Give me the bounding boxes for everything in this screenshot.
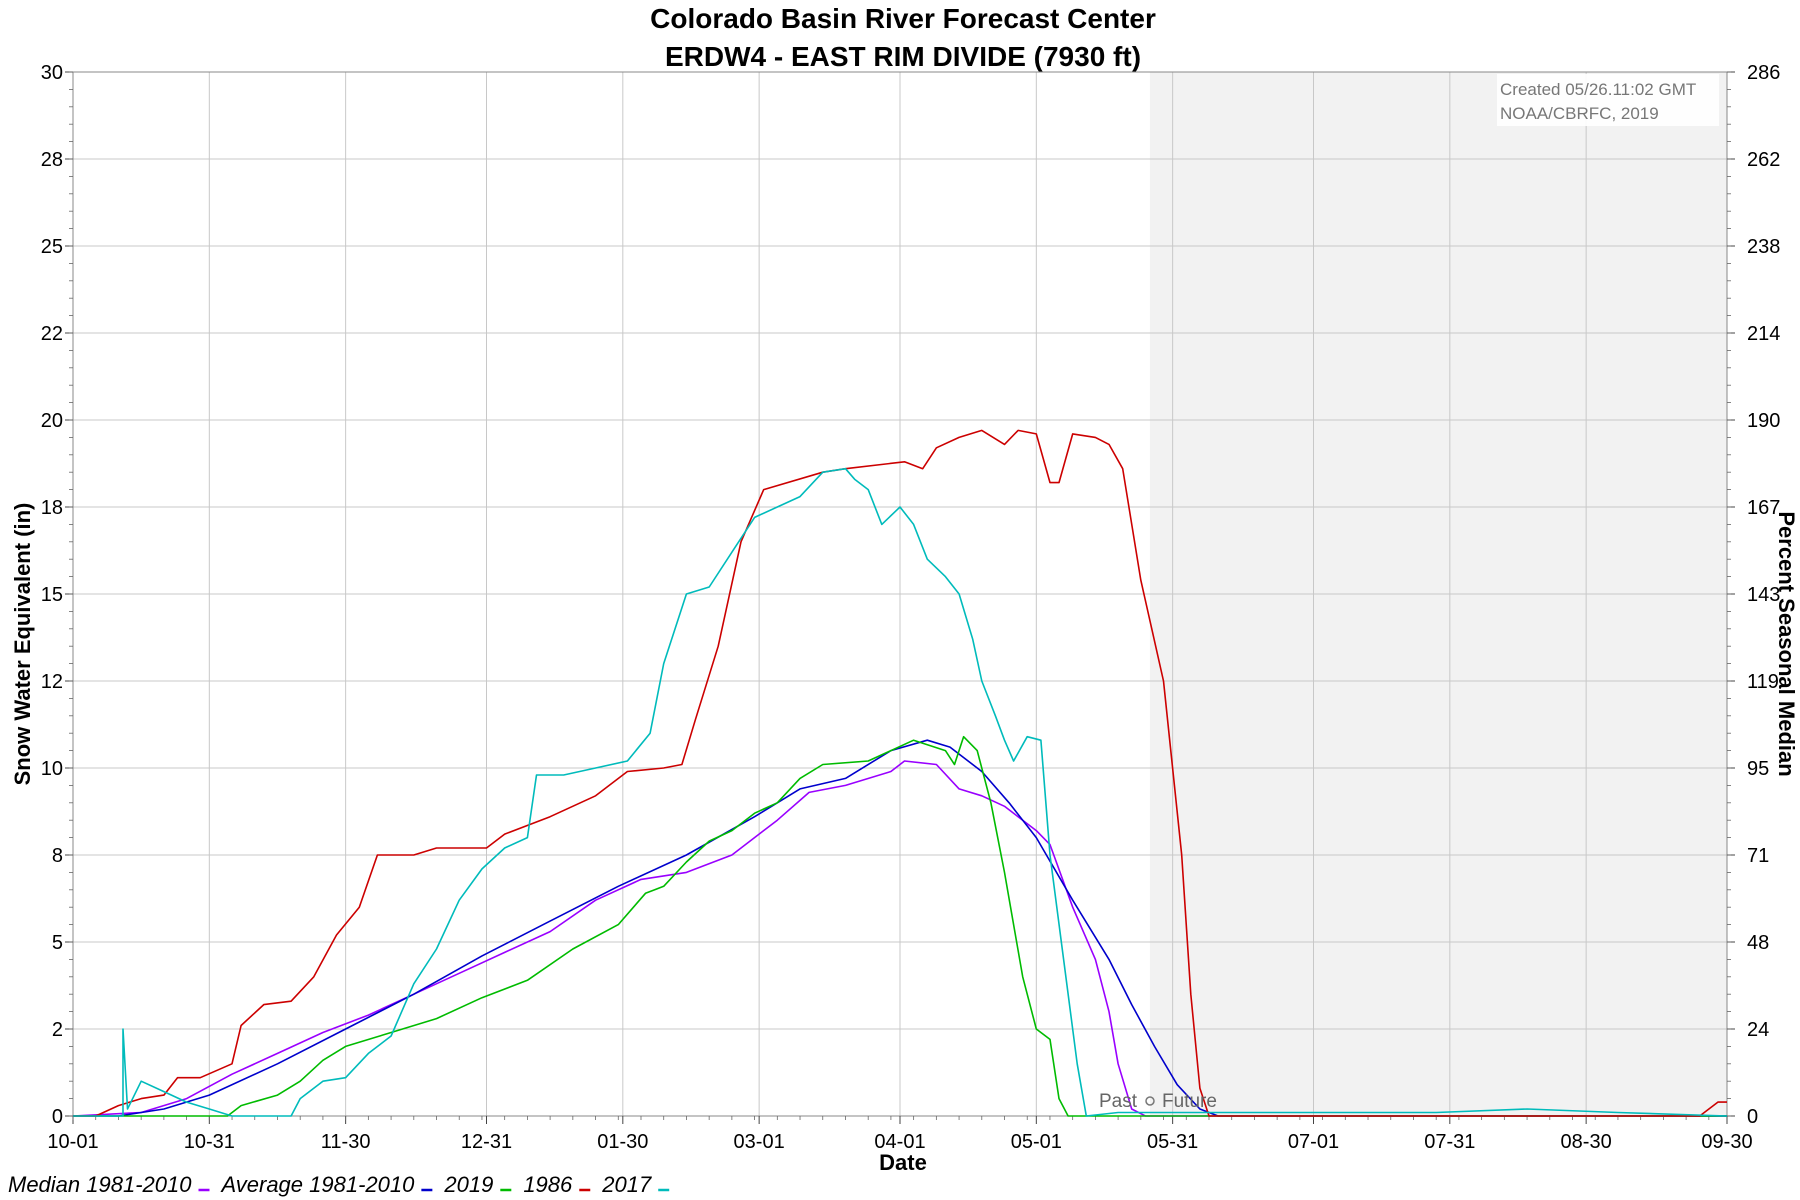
- y2-tick-label: 119: [1747, 671, 1779, 693]
- y-tick-label: 18: [41, 497, 63, 519]
- x-tick-label: 05-31: [1147, 1131, 1198, 1153]
- series-line-median-1981-2010: [72, 760, 1727, 1117]
- y2-tick-label: 262: [1747, 149, 1780, 171]
- past-label: Past: [1099, 1091, 1138, 1112]
- x-tick-label: 03-01: [734, 1131, 785, 1153]
- legend-label: 1986: [523, 1172, 573, 1197]
- chart-subtitle: ERDW4 - EAST RIM DIVIDE (7930 ft): [665, 41, 1141, 72]
- y-axis-title: Snow Water Equivalent (in): [10, 503, 35, 786]
- x-tick-label: 07-31: [1424, 1131, 1475, 1153]
- x-tick-label: 07-01: [1288, 1131, 1339, 1153]
- created-annotation-box: [1497, 74, 1719, 126]
- y2-tick-label: 24: [1747, 1019, 1769, 1041]
- x-tick-label: 05-01: [1011, 1131, 1062, 1153]
- x-axis: 10-01 10-31 11-30 12-31 01-30 03-01 04-01 05-01…: [47, 1116, 1753, 1153]
- y2-tick-label: 190: [1747, 410, 1780, 432]
- legend: Median 1981-2010 Average 1981-2010 2019 198…: [8, 1172, 670, 1197]
- y2-tick-label: 214: [1747, 323, 1780, 345]
- x-tick-label: 04-01: [874, 1131, 925, 1153]
- y2-axis-title: Percent Seasonal Median: [1774, 511, 1799, 776]
- y-tick-label: 22: [41, 323, 63, 345]
- series-line-1986: [73, 429, 1727, 1117]
- series-line-2019: [73, 735, 1727, 1117]
- legend-label: 2017: [601, 1172, 652, 1197]
- y2-tick-label: 286: [1747, 62, 1780, 84]
- x-tick-label: 08-30: [1561, 1131, 1612, 1153]
- y-tick-label: 0: [52, 1106, 63, 1128]
- y-tick-label: 15: [41, 584, 63, 606]
- chart-title: Colorado Basin River Forecast Center: [650, 3, 1156, 34]
- y-tick-label: 28: [41, 149, 63, 171]
- past-future-marker-icon: [1145, 1096, 1155, 1106]
- y-tick-label: 25: [41, 236, 63, 258]
- y-tick-label: 12: [41, 671, 63, 693]
- y-tick-label: 2: [52, 1019, 63, 1041]
- y-tick-label: 20: [41, 410, 63, 432]
- created-annotation: Created 05/26.11:02 GMT: [1500, 80, 1696, 99]
- y2-tick-label: 0: [1747, 1106, 1758, 1128]
- y-tick-label: 30: [41, 62, 63, 84]
- x-tick-label: 09-30: [1701, 1131, 1752, 1153]
- legend-label: Median 1981-2010: [8, 1172, 192, 1197]
- y-tick-label: 10: [41, 758, 63, 780]
- y-tick-label: 5: [52, 932, 63, 954]
- y2-tick-label: 238: [1747, 236, 1780, 258]
- future-label: Future: [1162, 1091, 1217, 1112]
- y-axis-right: 0 24 48 71 95 119 143 167 190 214 238 262 286: [1727, 62, 1780, 1128]
- y-tick-label: 8: [52, 845, 63, 867]
- x-tick-label: 11-30: [321, 1131, 371, 1153]
- x-tick-label: 10-01: [47, 1131, 98, 1153]
- x-tick-label: 12-31: [461, 1131, 512, 1153]
- y2-tick-label: 167: [1747, 497, 1780, 519]
- legend-label: Average 1981-2010: [219, 1172, 415, 1197]
- x-axis-title: Date: [879, 1150, 927, 1175]
- x-tick-label: 10-31: [184, 1131, 235, 1153]
- y2-tick-label: 71: [1747, 845, 1769, 867]
- x-tick-label: 01-30: [597, 1131, 648, 1153]
- series-line-2017: [73, 467, 1728, 1117]
- y2-tick-label: 48: [1747, 932, 1769, 954]
- y2-tick-label: 143: [1747, 584, 1780, 606]
- series-layer: [72, 429, 1728, 1117]
- y2-tick-label: 95: [1747, 758, 1769, 780]
- series-line-average-1981-2010: [73, 739, 1727, 1117]
- source-annotation: NOAA/CBRFC, 2019: [1500, 104, 1659, 123]
- legend-label: 2019: [443, 1172, 493, 1197]
